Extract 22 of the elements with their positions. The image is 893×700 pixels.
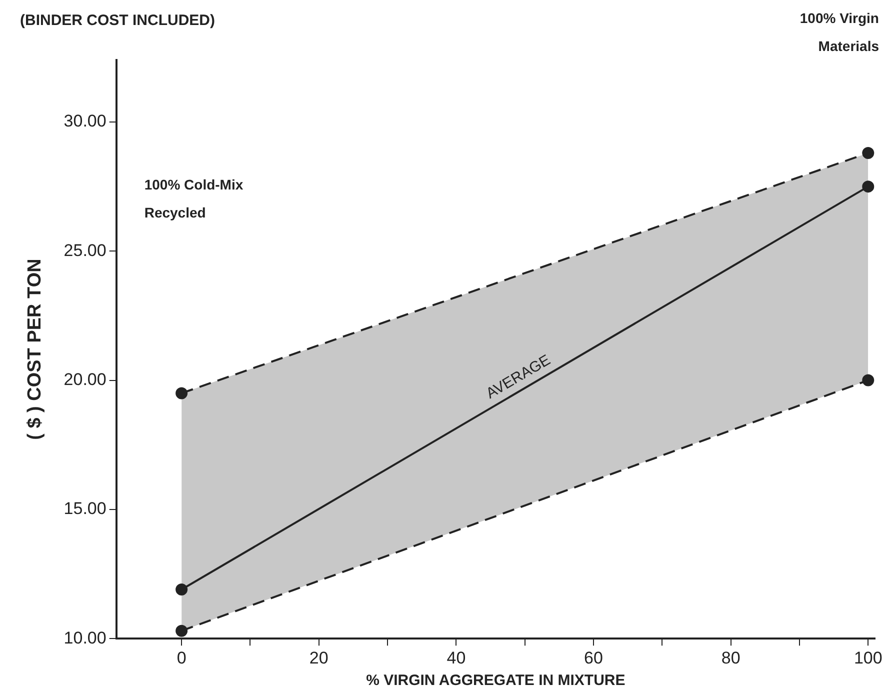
point [176, 624, 188, 637]
x-axis-title: % VIRGIN AGGREGATE IN MIXTURE [366, 672, 626, 690]
point [862, 180, 874, 193]
y-tick-label: 15.00 [64, 499, 106, 518]
text: 100% Virgin Materials [800, 10, 880, 54]
annotation: 100% Cold-Mix Recycled [144, 176, 244, 221]
y-axis-title: ( $ ) COST PER TON [24, 258, 46, 440]
y-tick-label: 30.00 [64, 112, 106, 131]
x-tick-label: 0 [176, 648, 186, 668]
y-tick-label: 25.00 [64, 240, 106, 260]
point [176, 584, 188, 596]
y-tick-label: 20.00 [64, 370, 106, 389]
x-tick-label: 40 [446, 648, 466, 668]
chart-title: (BINDER COST INCLUDED) [20, 12, 215, 30]
x-tick-label: 60 [584, 648, 603, 668]
point [862, 146, 874, 159]
x-tick-label: 20 [309, 648, 328, 668]
y-tick-label: 10.00 [64, 628, 106, 648]
point [862, 374, 874, 386]
x-tick-label: 80 [721, 648, 740, 668]
point [176, 387, 188, 400]
x-tick-label: 100 [854, 648, 882, 668]
